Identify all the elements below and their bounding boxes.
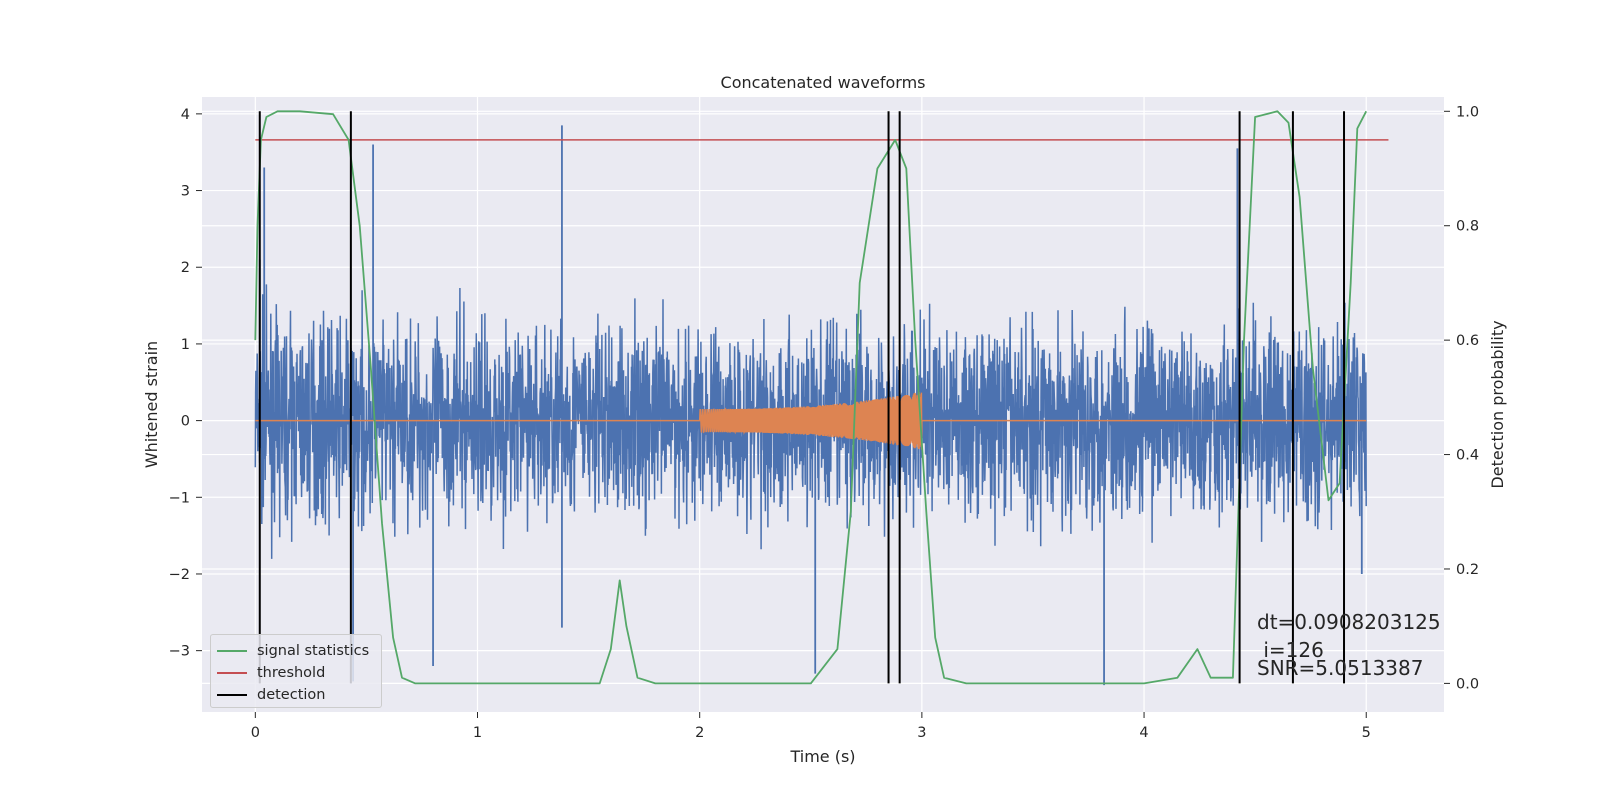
legend-entry-signal-statistics: signal statistics	[217, 640, 375, 662]
legend-label: threshold	[257, 665, 326, 681]
legend-entry-threshold: threshold	[217, 662, 375, 684]
legend-swatch-signal-statistics	[217, 650, 247, 652]
x-tick-label: 5	[1362, 725, 1371, 741]
legend-swatch-detection	[217, 694, 247, 696]
y2-tick-label: 0.0	[1456, 676, 1479, 692]
y-tick-label: −3	[169, 644, 190, 660]
legend-entry-detection: detection	[217, 684, 375, 706]
legend-label: signal statistics	[257, 643, 370, 659]
annotation-dt: dt=0.0908203125	[1257, 610, 1441, 634]
x-tick-label: 3	[917, 725, 926, 741]
y2-tick-label: 0.2	[1456, 562, 1479, 578]
y-tick-label: 2	[181, 260, 190, 276]
y2-axis-label: Detection probability	[1488, 320, 1507, 488]
annotation-snr: SNR=5.0513387	[1257, 656, 1424, 680]
y-tick-label: 3	[181, 184, 190, 200]
y2-tick-label: 1.0	[1456, 104, 1479, 120]
signal-statistics-line	[254, 110, 1367, 685]
y-tick-label: 1	[181, 337, 190, 353]
y2-tick-label: 0.8	[1456, 219, 1479, 235]
x-tick-label: 2	[695, 725, 704, 741]
chart-title: Concatenated waveforms	[721, 73, 926, 92]
legend-swatch-threshold	[217, 672, 247, 674]
x-tick-label: 4	[1139, 725, 1148, 741]
legend: signal statistics threshold detection	[210, 634, 382, 708]
y-tick-label: 0	[181, 414, 190, 430]
legend-label: detection	[257, 687, 326, 703]
y2-tick-label: 0.6	[1456, 333, 1479, 349]
x-axis-label: Time (s)	[789, 747, 855, 766]
y-tick-label: −1	[169, 490, 190, 506]
x-tick-label: 1	[473, 725, 482, 741]
y-axis-label: Whitened strain	[142, 341, 161, 468]
annotation-index: i=126	[1257, 638, 1324, 662]
y-tick-label: 4	[181, 107, 190, 123]
template-line	[255, 392, 1367, 450]
x-tick-label: 0	[251, 725, 260, 741]
y-tick-label: −2	[169, 567, 190, 583]
y2-tick-label: 0.4	[1456, 448, 1479, 464]
